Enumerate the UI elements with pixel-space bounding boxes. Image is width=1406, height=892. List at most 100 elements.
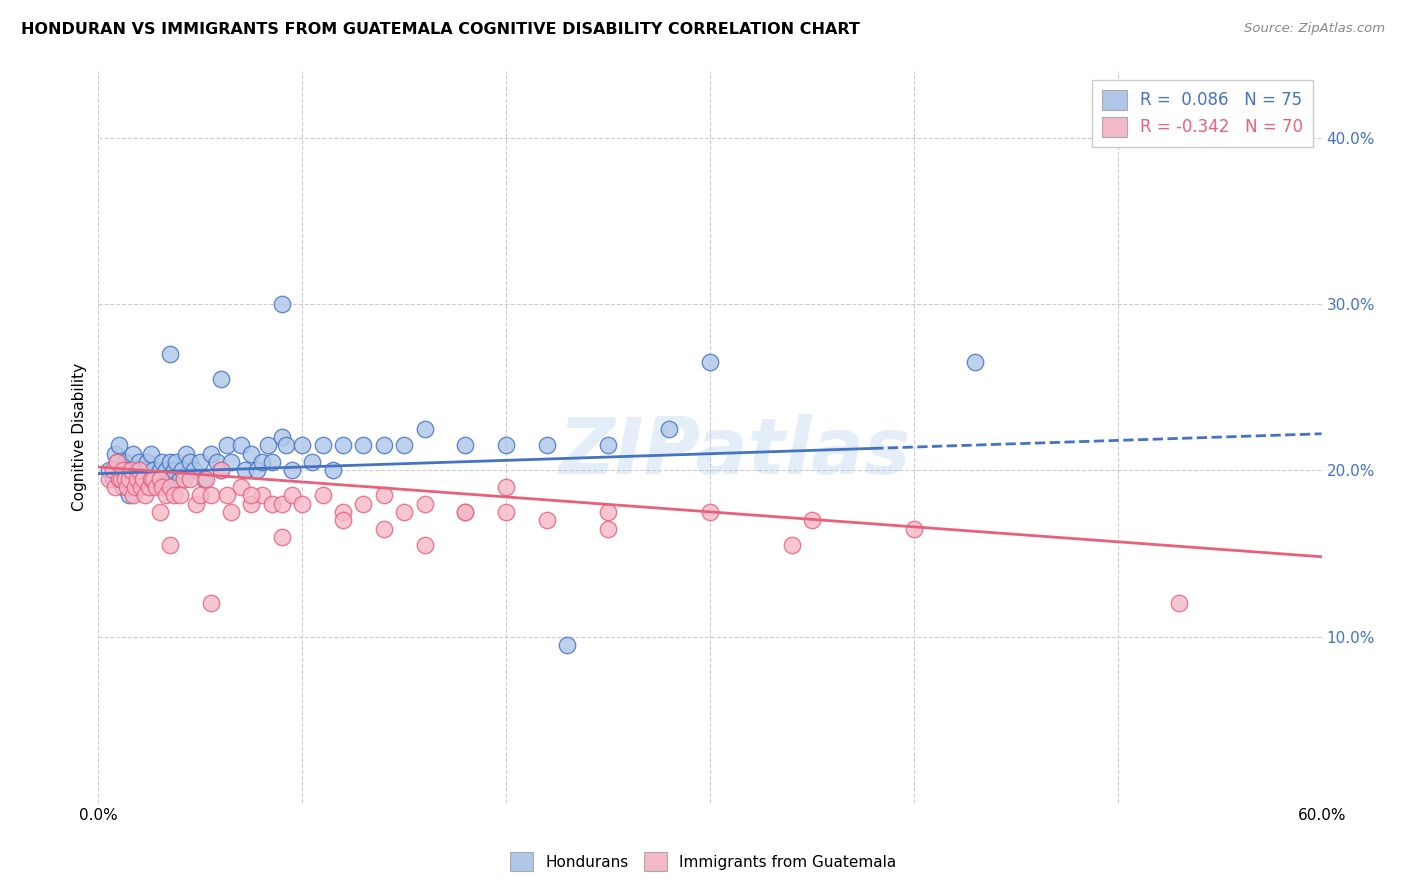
Point: [240, 497, 263, 511]
Point: [188, 488, 212, 502]
Point: [179, 455, 201, 469]
Point: [138, 480, 160, 494]
Point: [128, 463, 150, 477]
Point: [97, 463, 120, 477]
Legend: R =  0.086   N = 75, R = -0.342   N = 70: R = 0.086 N = 75, R = -0.342 N = 70: [1092, 79, 1313, 147]
Point: [101, 463, 124, 477]
Point: [373, 438, 395, 452]
Point: [965, 355, 987, 369]
Point: [128, 480, 150, 494]
Point: [108, 472, 131, 486]
Point: [169, 472, 191, 486]
Point: [149, 463, 172, 477]
Point: [105, 455, 128, 469]
Point: [598, 438, 620, 452]
Point: [124, 480, 146, 494]
Point: [108, 472, 131, 486]
Point: [124, 463, 146, 477]
Point: [209, 463, 232, 477]
Point: [454, 505, 477, 519]
Point: [173, 472, 195, 486]
Point: [127, 472, 149, 486]
Point: [332, 505, 354, 519]
Point: [332, 513, 354, 527]
Point: [152, 472, 174, 486]
Point: [114, 455, 136, 469]
Point: [301, 455, 323, 469]
Point: [122, 447, 145, 461]
Point: [392, 505, 416, 519]
Point: [115, 480, 138, 494]
Point: [454, 438, 477, 452]
Point: [903, 521, 925, 535]
Point: [240, 447, 263, 461]
Point: [270, 497, 294, 511]
Point: [101, 472, 124, 486]
Point: [179, 472, 201, 486]
Point: [658, 422, 681, 436]
Point: [142, 463, 165, 477]
Legend: Hondurans, Immigrants from Guatemala: Hondurans, Immigrants from Guatemala: [503, 847, 903, 877]
Point: [215, 488, 238, 502]
Point: [454, 505, 477, 519]
Point: [104, 480, 127, 494]
Point: [270, 530, 294, 544]
Point: [145, 480, 167, 494]
Point: [322, 463, 344, 477]
Point: [108, 438, 131, 452]
Point: [801, 513, 824, 527]
Point: [145, 472, 167, 486]
Point: [392, 438, 416, 452]
Point: [134, 463, 156, 477]
Point: [231, 480, 253, 494]
Point: [219, 455, 242, 469]
Point: [159, 455, 181, 469]
Point: [270, 430, 294, 444]
Point: [291, 497, 314, 511]
Point: [373, 521, 395, 535]
Point: [270, 297, 294, 311]
Point: [165, 455, 187, 469]
Point: [141, 472, 163, 486]
Point: [312, 438, 335, 452]
Point: [183, 463, 205, 477]
Point: [598, 505, 620, 519]
Point: [281, 463, 304, 477]
Point: [1167, 596, 1189, 610]
Point: [699, 505, 721, 519]
Point: [209, 463, 232, 477]
Point: [250, 455, 273, 469]
Point: [240, 488, 263, 502]
Point: [373, 488, 395, 502]
Point: [120, 472, 142, 486]
Point: [215, 438, 238, 452]
Point: [250, 488, 273, 502]
Point: [149, 472, 172, 486]
Point: [150, 480, 173, 494]
Point: [193, 472, 215, 486]
Point: [118, 472, 141, 486]
Point: [352, 497, 374, 511]
Point: [142, 472, 165, 486]
Point: [536, 438, 558, 452]
Point: [129, 480, 152, 494]
Point: [111, 480, 134, 494]
Point: [115, 463, 138, 477]
Point: [219, 505, 242, 519]
Point: [260, 455, 283, 469]
Point: [274, 438, 297, 452]
Point: [132, 472, 155, 486]
Point: [136, 455, 159, 469]
Point: [495, 505, 517, 519]
Point: [536, 513, 558, 527]
Point: [159, 538, 181, 552]
Point: [495, 480, 517, 494]
Point: [291, 438, 314, 452]
Point: [97, 472, 120, 486]
Point: [256, 438, 278, 452]
Point: [129, 463, 152, 477]
Point: [149, 505, 172, 519]
Point: [174, 447, 197, 461]
Point: [122, 488, 145, 502]
Point: [105, 455, 128, 469]
